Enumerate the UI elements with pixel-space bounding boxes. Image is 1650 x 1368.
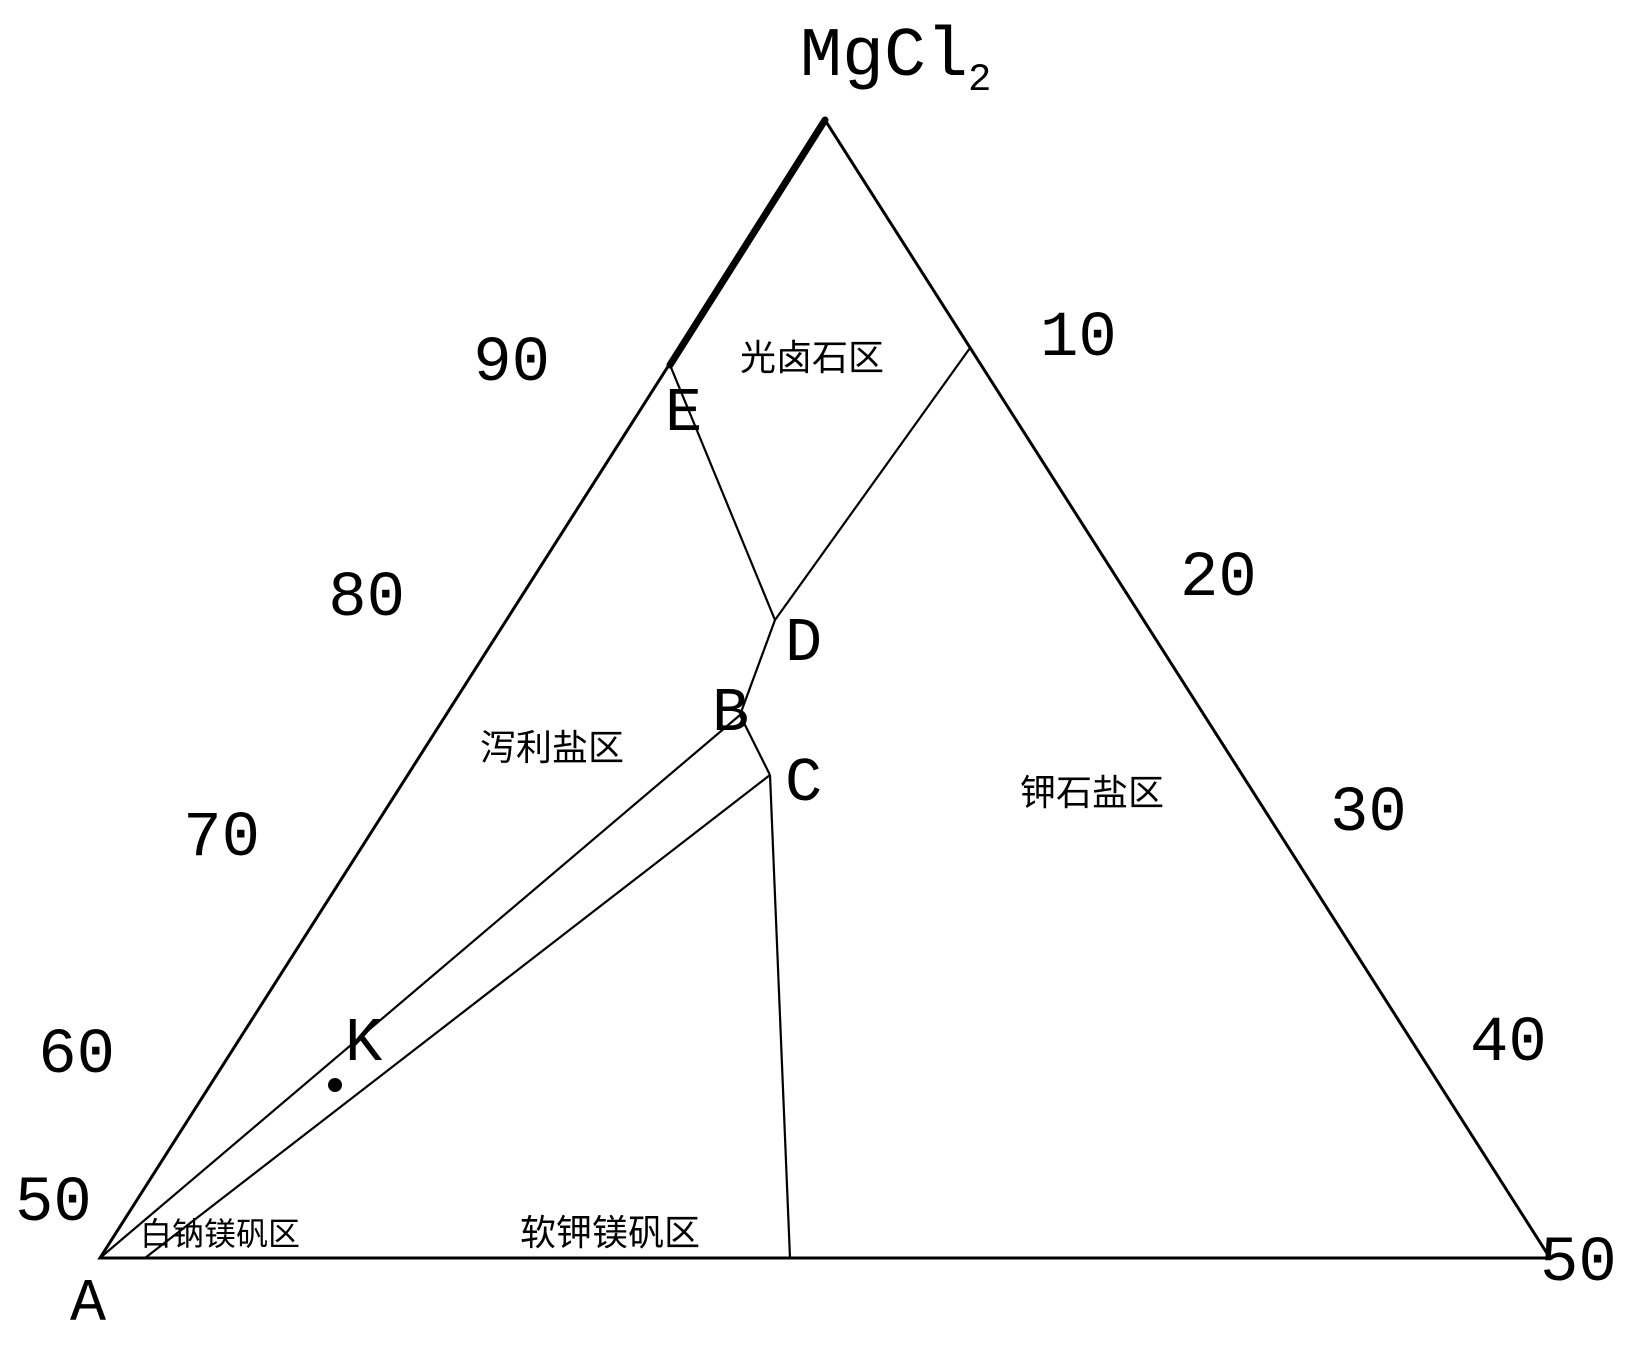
point-label-e: E [665,378,702,449]
region-sylvite: 钾石盐区 [1020,774,1164,816]
phase-diagram: MgCl2 90 80 70 60 10 20 30 40 50 50 A E DBC K 光卤石区泻利盐区钾… [0,0,1650,1368]
title: MgCl2 [800,18,991,102]
point-label-b: B [712,678,749,749]
point-k-dot [328,1078,342,1092]
right-bottom-50: 50 [1540,1228,1617,1300]
region-carnallite: 光卤石区 [740,338,884,381]
point-label-k: K [345,1008,383,1079]
right-tick-30: 30 [1330,778,1407,850]
left-bottom-50: 50 [15,1168,92,1240]
right-tick-20: 20 [1180,543,1257,615]
right-tick-40: 40 [1470,1008,1547,1080]
right-tick-10: 10 [1040,303,1117,375]
left-tick-80: 80 [328,563,405,635]
point-label-c: C [785,748,822,819]
region-epsomite: 泻利盐区 [480,729,624,771]
region-astrakanite: 白钠镁矾区 [140,1217,300,1255]
left-tick-70: 70 [183,803,260,875]
left-tick-90: 90 [473,328,550,400]
point-label-d: D [785,608,822,679]
left-tick-60: 60 [38,1020,115,1092]
vertex-a-label: A [70,1271,106,1339]
region-picromerite: 软钾镁矾区 [520,1213,700,1256]
